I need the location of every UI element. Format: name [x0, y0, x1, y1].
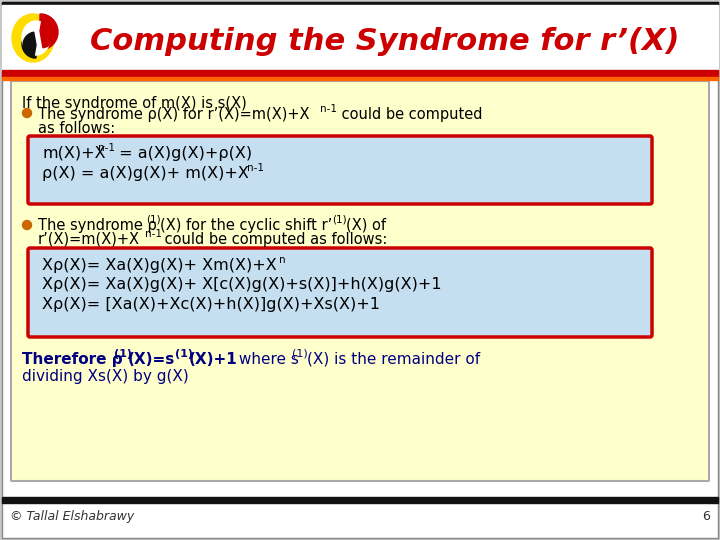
- Ellipse shape: [22, 21, 50, 55]
- Text: Xρ(X)= Xa(X)g(X)+ Xm(X)+X: Xρ(X)= Xa(X)g(X)+ Xm(X)+X: [42, 258, 276, 273]
- Text: dividing Xs(X) by g(X): dividing Xs(X) by g(X): [22, 369, 189, 384]
- Wedge shape: [23, 32, 36, 58]
- Text: (X)+1: (X)+1: [189, 352, 238, 367]
- Text: (X)=s: (X)=s: [128, 352, 175, 367]
- FancyBboxPatch shape: [11, 81, 709, 481]
- Wedge shape: [40, 14, 57, 48]
- Text: n: n: [279, 255, 286, 265]
- Text: (X) for the cyclic shift r’: (X) for the cyclic shift r’: [160, 218, 332, 233]
- Text: The syndrome ρ: The syndrome ρ: [38, 218, 157, 233]
- Text: (1): (1): [175, 349, 193, 359]
- Text: n-1: n-1: [145, 229, 162, 239]
- Circle shape: [22, 109, 32, 118]
- Bar: [2, 70, 718, 77]
- Text: r’(X)=m(X)+X: r’(X)=m(X)+X: [38, 232, 140, 247]
- Text: where s: where s: [234, 352, 299, 367]
- Text: © Tallal Elshabrawy: © Tallal Elshabrawy: [10, 510, 134, 523]
- Text: = a(X)g(X)+ρ(X): = a(X)g(X)+ρ(X): [114, 146, 252, 161]
- Text: ρ(X) = a(X)g(X)+ m(X)+X: ρ(X) = a(X)g(X)+ m(X)+X: [42, 166, 249, 181]
- Bar: [2, 5, 718, 72]
- Bar: [2, 77, 718, 80]
- Text: (1): (1): [146, 215, 161, 225]
- Wedge shape: [40, 14, 58, 50]
- FancyBboxPatch shape: [28, 136, 652, 204]
- Text: (1): (1): [114, 349, 132, 359]
- Text: Computing the Syndrome for r’(X): Computing the Syndrome for r’(X): [90, 28, 680, 57]
- Text: (X) of: (X) of: [346, 218, 386, 233]
- FancyBboxPatch shape: [28, 248, 652, 337]
- Wedge shape: [22, 30, 36, 58]
- Circle shape: [22, 220, 32, 230]
- Text: 6: 6: [702, 510, 710, 523]
- Text: n-1: n-1: [247, 163, 264, 173]
- Text: Xρ(X)= Xa(X)g(X)+ X[c(X)g(X)+s(X)]+h(X)g(X)+1: Xρ(X)= Xa(X)g(X)+ X[c(X)g(X)+s(X)]+h(X)g…: [42, 277, 441, 292]
- Text: as follows:: as follows:: [38, 121, 115, 136]
- Bar: [2, 497, 718, 503]
- Text: Xρ(X)= [Xa(X)+Xc(X)+h(X)]g(X)+Xs(X)+1: Xρ(X)= [Xa(X)+Xc(X)+h(X)]g(X)+Xs(X)+1: [42, 297, 380, 312]
- Text: The syndrome ρ(X) for r’(X)=m(X)+X: The syndrome ρ(X) for r’(X)=m(X)+X: [38, 107, 310, 122]
- Text: (1): (1): [332, 215, 346, 225]
- Text: m(X)+X: m(X)+X: [42, 146, 106, 161]
- Text: (X) is the remainder of: (X) is the remainder of: [307, 352, 480, 367]
- Bar: [2, 2, 718, 5]
- Text: n-1: n-1: [98, 143, 115, 153]
- Text: n-1: n-1: [320, 104, 337, 114]
- Text: could be computed: could be computed: [337, 107, 482, 122]
- Text: If the syndrome of m(X) is s(X): If the syndrome of m(X) is s(X): [22, 96, 247, 111]
- Text: (1): (1): [292, 349, 307, 359]
- Text: could be computed as follows:: could be computed as follows:: [160, 232, 387, 247]
- Text: Therefore ρ: Therefore ρ: [22, 352, 122, 367]
- Ellipse shape: [12, 14, 54, 62]
